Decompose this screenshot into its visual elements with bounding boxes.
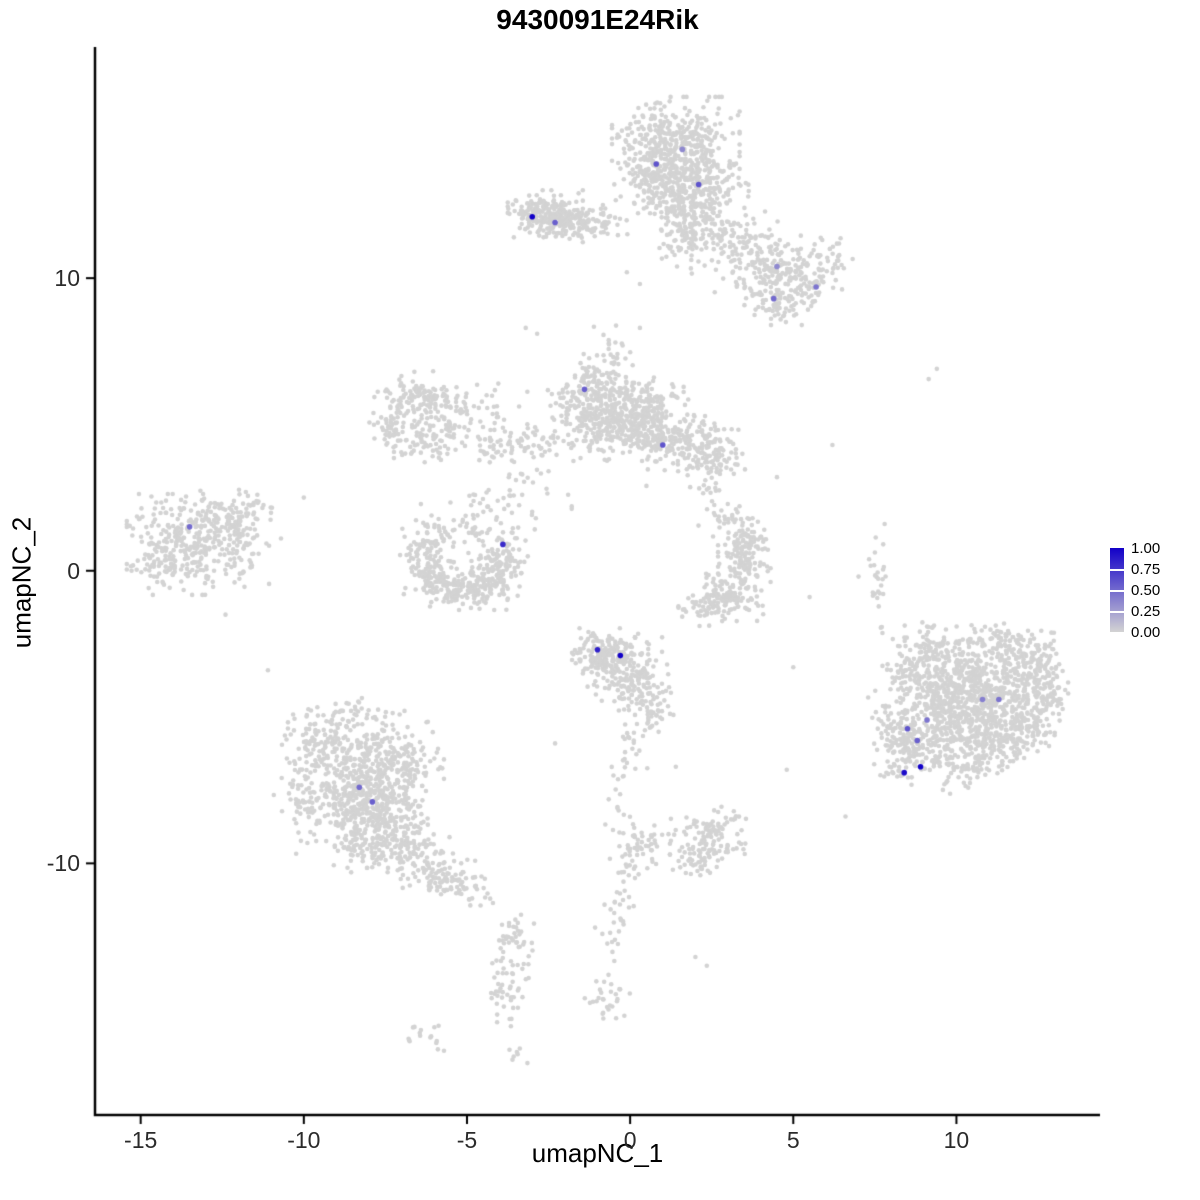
x-axis-title: umapNC_1	[531, 1138, 664, 1168]
x-tick-label: 0	[623, 1127, 637, 1153]
chart-title: 9430091E24Rik	[496, 4, 699, 35]
x-tick-label: -15	[124, 1127, 158, 1153]
x-tick-label: -10	[287, 1127, 321, 1153]
y-tick-label: 0	[67, 557, 80, 584]
y-tick-label: 10	[54, 265, 80, 292]
x-tick-label: 5	[786, 1127, 800, 1153]
x-tick-label: 10	[943, 1127, 970, 1153]
legend-label: 0.50	[1131, 581, 1161, 599]
legend-label: 0.00	[1131, 623, 1161, 641]
x-tick-label: -5	[456, 1127, 478, 1153]
y-tick-label: -10	[46, 850, 80, 877]
legend-tick	[1110, 590, 1124, 592]
legend-label: 0.75	[1131, 560, 1161, 578]
legend-tick	[1110, 611, 1124, 613]
legend-tick	[1110, 569, 1124, 571]
legend-label: 1.00	[1131, 539, 1161, 557]
legend-label: 0.25	[1131, 602, 1161, 620]
